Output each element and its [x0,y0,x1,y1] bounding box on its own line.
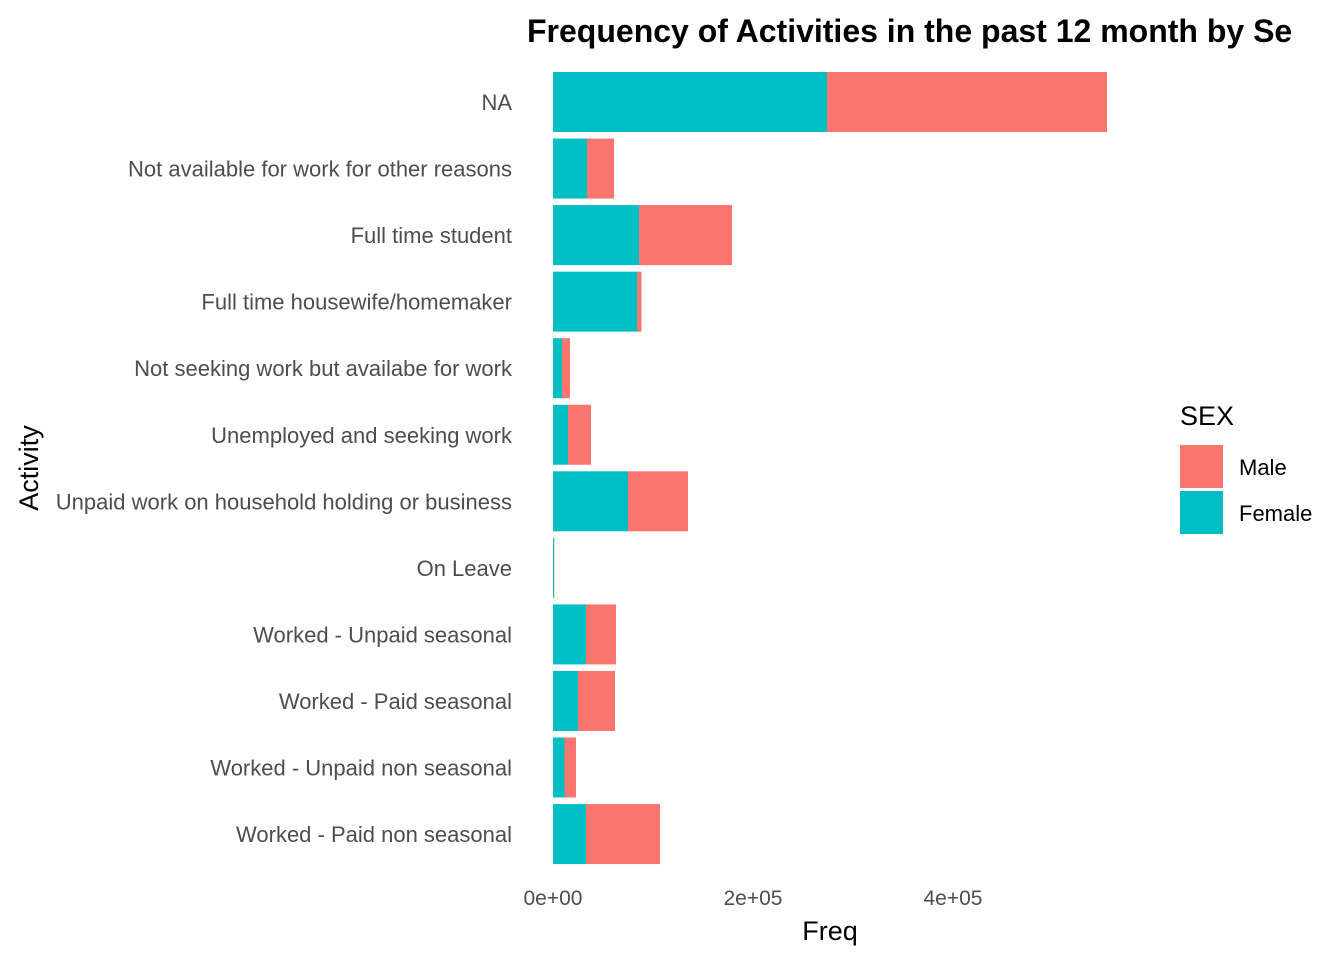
y-tick-label-not-available-for-work-for-other-reasons: Not available for work for other reasons [128,157,512,182]
bar-female-full-time-student [553,205,639,266]
y-tick-label-worked-unpaid-non-seasonal: Worked - Unpaid non seasonal [210,756,512,781]
y-tick-label-unemployed-and-seeking-work: Unemployed and seeking work [211,423,513,448]
legend-label-male: Male [1239,455,1287,480]
bar-male-unemployed-and-seeking-work [568,404,591,465]
y-tick-label-full-time-housewife-homemaker: Full time housewife/homemaker [201,290,512,315]
bar-female-unpaid-work-on-household-holding-or-business [553,471,628,532]
bar-male-full-time-housewife-homemaker [637,271,642,332]
bar-female-worked-unpaid-non-seasonal [553,737,565,798]
y-tick-label-unpaid-work-on-household-holding-or-business: Unpaid work on household holding or busi… [56,489,512,514]
y-tick-label-full-time-student: Full time student [351,223,512,248]
y-tick-label-not-seeking-work-but-availabe-for-work: Not seeking work but availabe for work [134,356,513,381]
bar-female-na [553,72,827,132]
bar-male-not-available-for-work-for-other-reasons [587,138,614,199]
bars [553,72,1107,865]
y-tick-label-na: NA [481,90,512,115]
bar-male-worked-unpaid-non-seasonal [564,737,576,798]
x-tick-label: 4e+05 [924,887,983,910]
legend-title: SEX [1180,401,1234,431]
y-axis-title: Activity [14,425,44,511]
x-tick-label: 2e+05 [724,887,783,910]
bar-male-full-time-student [639,205,732,266]
y-tick-label-on-leave: On Leave [417,556,512,581]
bar-male-worked-paid-non-seasonal [586,804,660,865]
legend-swatch-male [1180,445,1223,488]
bar-female-not-available-for-work-for-other-reasons [553,138,587,199]
bar-female-worked-paid-non-seasonal [553,804,586,865]
y-tick-label-worked-unpaid-seasonal: Worked - Unpaid seasonal [253,622,512,647]
legend-swatch-female [1180,491,1223,534]
bar-male-na [827,72,1107,132]
bar-female-worked-unpaid-seasonal [553,604,586,665]
bar-female-on-leave [553,537,554,598]
bar-male-not-seeking-work-but-availabe-for-work [562,338,570,399]
y-tick-label-worked-paid-seasonal: Worked - Paid seasonal [279,689,512,714]
x-axis-ticks: 0e+00 2e+05 4e+05 [524,887,983,910]
legend: SEX Male Female [1180,401,1312,534]
chart-title: Frequency of Activities in the past 12 m… [527,13,1292,49]
bar-male-unpaid-work-on-household-holding-or-business [628,471,688,532]
bar-female-not-seeking-work-but-availabe-for-work [553,338,562,399]
y-axis-labels: NA Not available for work for other reaso… [56,90,513,847]
bar-female-full-time-housewife-homemaker [553,271,637,332]
bar-male-worked-unpaid-seasonal [586,604,616,665]
bar-male-worked-paid-seasonal [578,670,615,731]
y-tick-label-worked-paid-non-seasonal: Worked - Paid non seasonal [236,822,512,847]
x-axis-title: Freq [802,916,858,946]
bar-female-unemployed-and-seeking-work [553,404,568,465]
bar-female-worked-paid-seasonal [553,670,578,731]
x-tick-label: 0e+00 [524,887,583,910]
legend-label-female: Female [1239,501,1312,526]
